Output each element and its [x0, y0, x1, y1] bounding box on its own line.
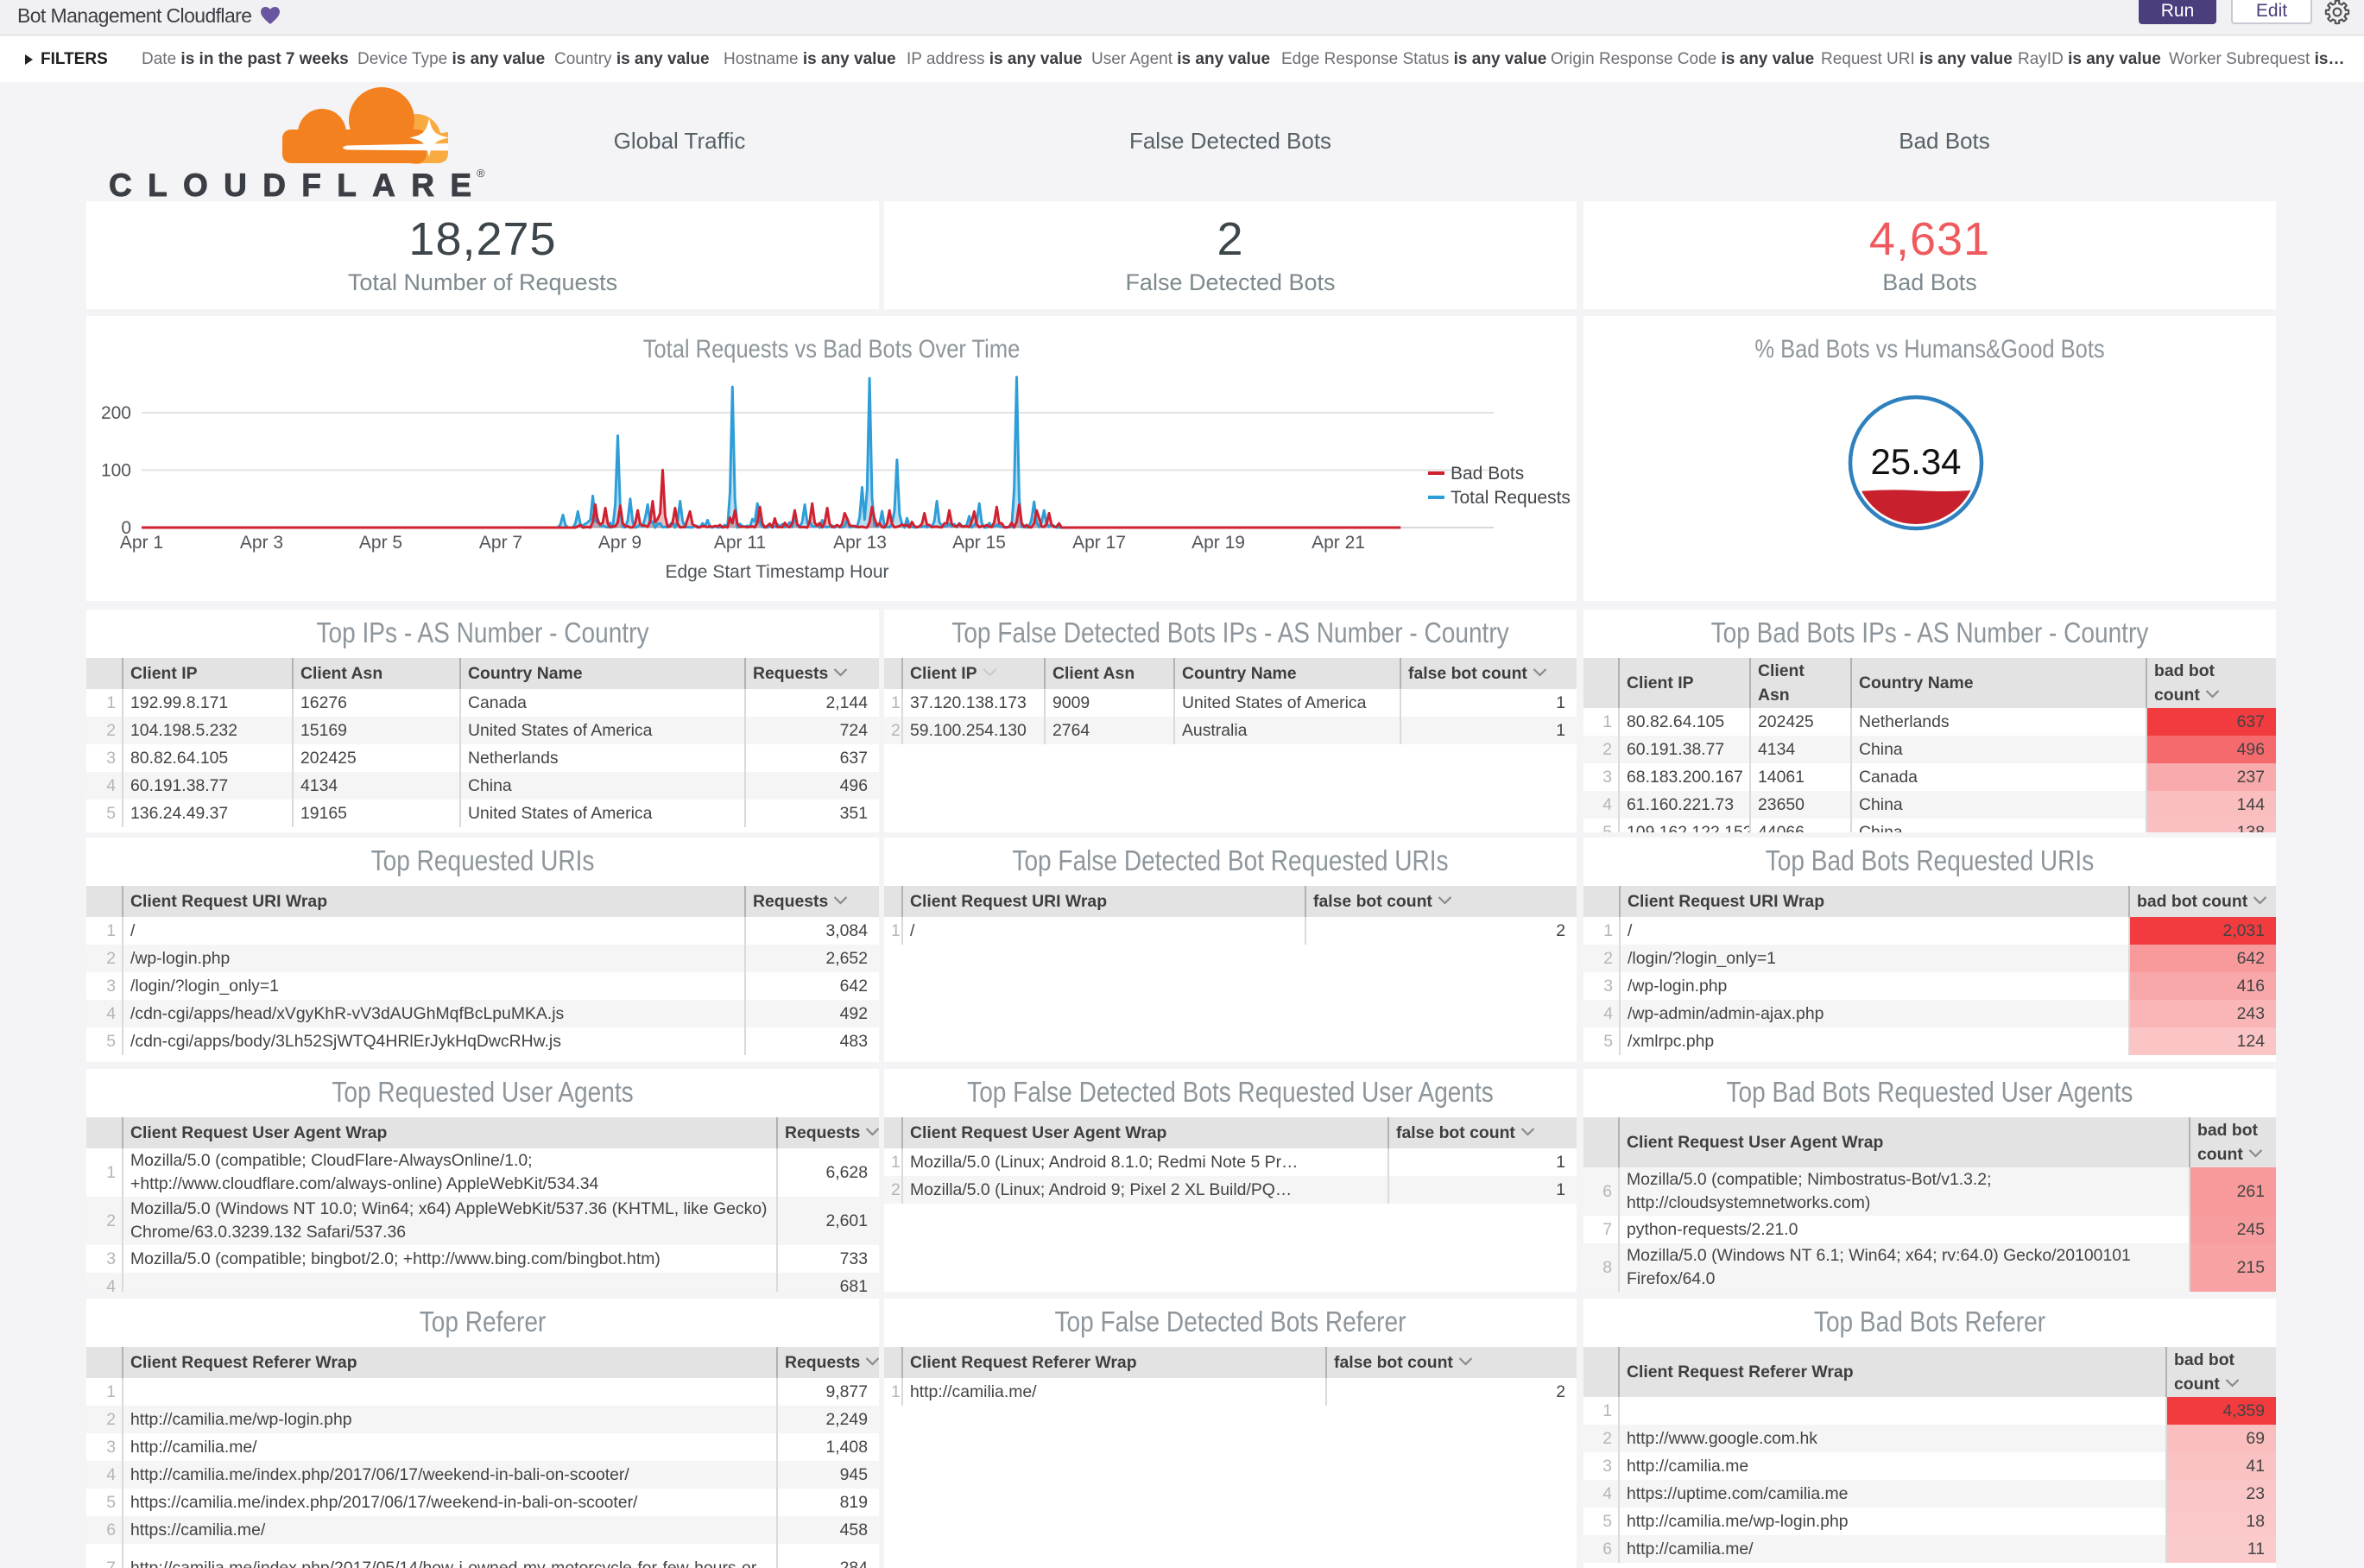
svg-text:Apr 21: Apr 21: [1312, 533, 1365, 553]
svg-text:200: 200: [101, 403, 131, 423]
svg-text:0: 0: [121, 518, 131, 538]
svg-text:Apr 11: Apr 11: [714, 533, 766, 553]
svg-text:Apr 3: Apr 3: [240, 533, 283, 553]
svg-text:25.34: 25.34: [1870, 441, 1961, 482]
svg-text:Apr 17: Apr 17: [1072, 533, 1126, 553]
svg-text:Apr 1: Apr 1: [120, 533, 163, 553]
svg-text:Total Requests: Total Requests: [1451, 488, 1571, 508]
svg-text:®: ®: [477, 167, 485, 180]
svg-text:Apr 19: Apr 19: [1191, 533, 1245, 553]
svg-text:CLOUDFLARE: CLOUDFLARE: [109, 168, 471, 203]
svg-text:Apr 9: Apr 9: [598, 533, 642, 553]
svg-text:Bad Bots: Bad Bots: [1451, 464, 1524, 484]
svg-text:Apr 5: Apr 5: [359, 533, 402, 553]
svg-text:Apr 13: Apr 13: [833, 533, 887, 553]
svg-text:Edge Start Timestamp Hour: Edge Start Timestamp Hour: [665, 562, 888, 582]
svg-text:Apr 15: Apr 15: [952, 533, 1006, 553]
svg-text:100: 100: [101, 461, 131, 481]
svg-text:Apr 7: Apr 7: [479, 533, 522, 553]
